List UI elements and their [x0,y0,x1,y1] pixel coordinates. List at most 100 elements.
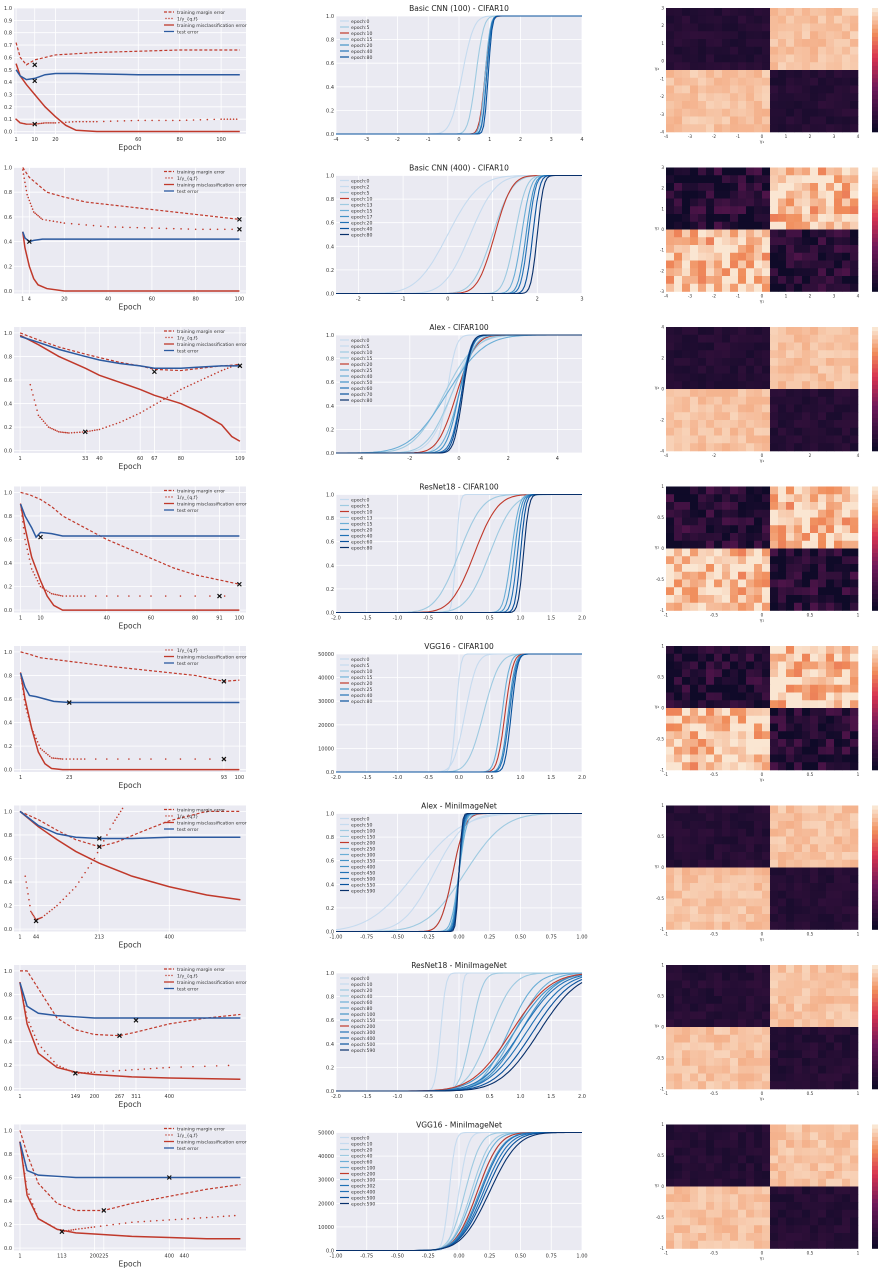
row-1: 0.00.10.20.30.40.50.60.70.80.91.01 10 20 60… [4,4,878,152]
colorbar-segment [872,438,878,444]
heatmap-cell [794,556,803,565]
heatmap-cell [770,548,779,557]
heatmap-cell [706,700,715,709]
heatmap-cell [802,327,811,336]
heatmap-cell [826,427,835,436]
y-tick-label: 0.5 [657,834,664,839]
heatmap-cell [842,700,851,709]
y-tick-label: 0.2 [4,1063,12,1069]
heatmap-cell [730,237,739,246]
heatmap-cell [850,1042,859,1051]
x-tick-label: -0.25 [422,1254,435,1260]
colorbar-segment [872,246,878,251]
series-point [118,1069,121,1072]
colorbar [872,646,878,771]
heatmap-cell [770,813,779,822]
heatmap-cell [842,334,851,343]
heatmap-cell [802,548,811,557]
heatmap-cell [802,1034,811,1043]
heatmap-cell [698,39,707,48]
heatmap-cell [826,62,835,71]
colorbar-segment [872,650,878,655]
colorbar-segment [872,904,878,910]
heatmap-cell [826,237,835,246]
heatmap-cell [842,396,851,405]
heatmap-cell [778,996,787,1005]
series-point [76,758,79,760]
heatmap-cell [698,260,707,269]
heatmap-cell [730,684,739,693]
heatmap-cell [738,260,747,269]
heatmap-cell [770,1124,779,1133]
heatmap-cell [690,906,699,915]
heatmap-cell [682,517,691,526]
series-point [59,901,61,904]
heatmap-cell [722,245,731,254]
x-tick-label: -1.0 [393,775,403,781]
heatmap-cell [770,46,779,55]
heatmap-cell [810,1194,819,1203]
heatmap-cell [834,494,843,503]
series-point [28,1021,30,1024]
heatmap-cell [746,661,755,670]
heatmap-cell [802,190,811,199]
heatmap-cell [698,661,707,670]
heatmap-cell [770,996,779,1005]
heatmap-cell [738,564,747,573]
heatmap-cell [786,883,795,892]
heatmap-cell [690,692,699,701]
series-point [224,228,226,231]
heatmap-cell [730,486,739,495]
heatmap-cell [826,692,835,701]
heatmap-cell [674,8,683,17]
heatmap-cell [698,762,707,771]
heatmap-cell [754,890,763,899]
series-point [35,1038,38,1041]
heatmap-cell [754,221,763,230]
x-tick-label: 33 [82,456,88,462]
heatmap-cell [826,77,835,86]
marker-x [32,78,38,84]
series-point [129,416,131,419]
heatmap-cell [818,1233,827,1242]
colorbar-segment [872,691,878,696]
heatmap-cell [730,502,739,511]
colorbar-segment [872,1203,878,1208]
heatmap-cell [762,965,771,974]
heatmap-cell [834,988,843,997]
heatmap-cell [834,8,843,17]
heatmap-cell [778,867,787,876]
series-point [64,431,67,434]
heatmap-cell [730,1163,739,1172]
colorbar-segment [872,384,878,390]
colorbar-segment [872,283,878,288]
heatmap-cell [690,1081,699,1090]
heatmap-cell [746,221,755,230]
heatmap-cell [666,1233,675,1242]
heatmap-cell [714,365,723,374]
colorbar-segment [872,24,878,29]
colorbar [872,805,878,930]
heatmap-cell [786,677,795,686]
heatmap-cell [762,1058,771,1067]
x-tick-label: 100 [235,775,245,781]
y-tick-label: 1.0 [4,969,12,975]
cdf-curve [336,1131,582,1252]
colorbar-segment [872,1084,878,1090]
heatmap-cell [794,859,803,868]
heatmap-cell [818,739,827,748]
heatmap-cell [730,1019,739,1028]
heatmap-cell [706,890,715,899]
colorbar-segment [872,855,878,860]
heatmap-cell [746,708,755,717]
heatmap-cell [698,214,707,223]
x-tick-label: 4 [857,134,860,139]
colorbar-segment [872,1002,878,1007]
heatmap-cell [794,731,803,740]
legend-label: test error [177,508,199,514]
heatmap-cell [690,1163,699,1172]
heatmap-cell [666,1194,675,1203]
heatmap-cell [794,502,803,511]
x-axis-label: Epoch [119,622,142,631]
heatmap-cell [794,116,803,125]
